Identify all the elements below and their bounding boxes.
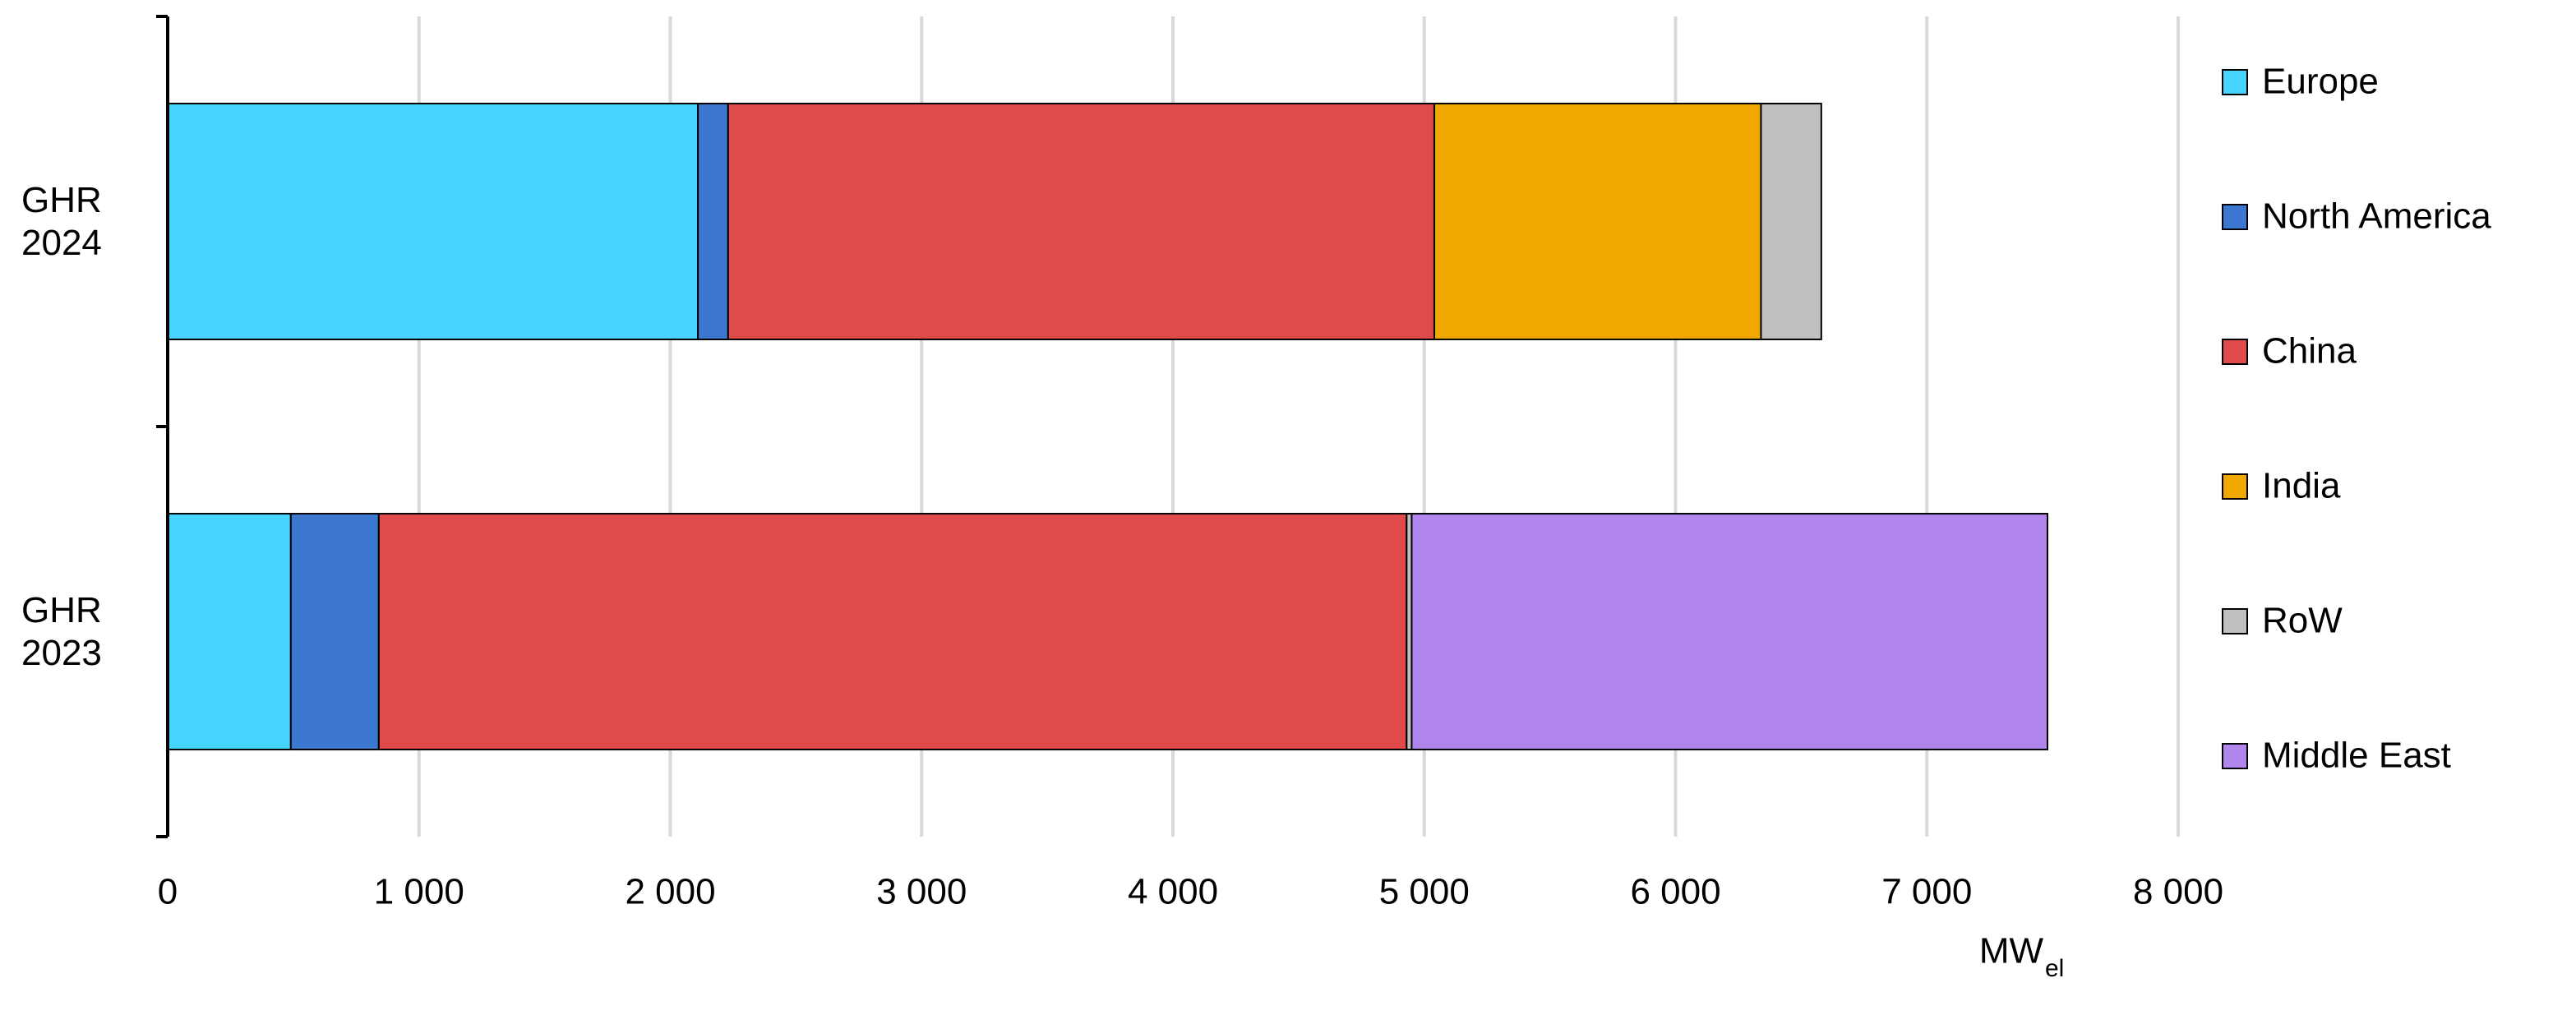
bar-segment [289,513,380,750]
bar-segment [377,513,1408,750]
x-tick-label: 1 000 [374,872,464,912]
x-tick-label: 5 000 [1379,872,1470,912]
x-axis-label: MW [1979,931,2044,971]
x-tick-label: 2 000 [625,872,715,912]
bars [167,103,2049,750]
axes: 0 1 000 2 000 3 000 4 000 5 000 6 000 7 000 8 00… [156,15,2223,912]
legend-label: North America [2262,196,2491,237]
legend-label: Europe [2262,62,2379,102]
x-tick-label: 6 000 [1630,872,1720,912]
bar-segment [167,513,292,750]
bar-segment [167,103,699,340]
bar-segment [727,103,1435,340]
legend-swatch [2222,69,2248,95]
bar-segment [1410,513,2049,750]
legend-label: India [2262,466,2341,506]
x-axis-label-subscript: el [2045,955,2064,982]
legend-swatch [2222,204,2248,230]
bar-segment [1433,103,1762,340]
x-tick-label: 0 [158,872,178,912]
legend-swatch [2222,339,2248,365]
legend-label: Middle East [2262,736,2451,776]
bar-segment [697,103,729,340]
y-tick-label: GHR 2024 [21,179,102,263]
x-tick-label: 8 000 [2133,872,2223,912]
x-tick-label: 4 000 [1128,872,1218,912]
legend-label: China [2262,331,2357,371]
legend-label: RoW [2262,601,2343,641]
legend-swatch [2222,473,2248,500]
x-tick-label: 3 000 [876,872,967,912]
x-tick-label: 7 000 [1881,872,1972,912]
legend-swatch [2222,743,2248,769]
bar-segment [1760,103,1822,340]
y-tick-label: GHR 2023 [21,589,102,673]
legend-swatch [2222,608,2248,634]
